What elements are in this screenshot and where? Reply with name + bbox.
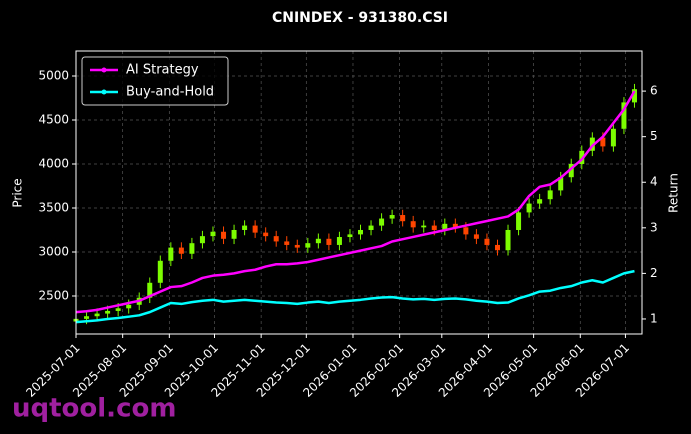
y2-tick-label: 5 (650, 129, 658, 143)
legend-marker (101, 89, 107, 95)
candle-body (600, 137, 606, 147)
candle-body (621, 102, 627, 129)
y2-tick-label: 3 (650, 220, 658, 234)
candle-body (547, 190, 553, 200)
y-axis-label: Price (11, 178, 25, 207)
candle-body (347, 234, 353, 238)
legend-box (81, 56, 229, 106)
candle-body (358, 229, 364, 235)
candle-body (610, 128, 616, 147)
candle-body (157, 260, 163, 283)
candle-body (252, 225, 258, 233)
legend-label: Buy-and-Hold (126, 85, 214, 100)
candle-body (199, 236, 205, 244)
y-tick-label: 4000 (38, 156, 69, 170)
candle-body (284, 241, 290, 245)
candle-body (210, 231, 216, 237)
candle-body (631, 89, 637, 103)
candle-body (421, 225, 427, 228)
candle-body (94, 313, 100, 317)
candle-body (336, 237, 342, 245)
candle-body (84, 316, 90, 319)
watermark: uqtool.com (12, 394, 176, 424)
y-tick-label: 3000 (38, 244, 69, 258)
candle-body (273, 236, 279, 242)
candle-body (221, 231, 227, 239)
candle-body (389, 215, 395, 219)
candle-body (147, 282, 153, 298)
y2-tick-label: 4 (650, 175, 658, 189)
line-series (75, 90, 636, 314)
candle-body (178, 247, 184, 254)
candle-body (537, 199, 543, 204)
candle-body (452, 223, 458, 228)
y-tick-label: 2500 (38, 288, 69, 302)
candle-body (115, 308, 121, 311)
candle-body (379, 218, 385, 226)
legend-label: AI Strategy (126, 63, 199, 78)
candle-body (326, 238, 332, 245)
candle-body (305, 243, 311, 248)
candle-body (368, 225, 374, 230)
candle-body (484, 238, 490, 245)
candle-body (168, 247, 174, 261)
candle-body (294, 244, 300, 248)
candle-body (579, 150, 585, 164)
candle-body (315, 238, 321, 244)
candle-body (400, 215, 406, 222)
candle-body (442, 223, 448, 230)
plot-area (73, 51, 642, 334)
candle-body (558, 177, 564, 191)
candle-body (463, 227, 469, 235)
y-tick-label: 5000 (38, 68, 69, 82)
line-series (75, 269, 635, 324)
plot-frame (75, 50, 643, 335)
candle-body (105, 310, 111, 314)
y-tick-label: 3500 (38, 200, 69, 214)
candle-body (189, 243, 195, 254)
candle-body (505, 229, 511, 251)
y-tick-label: 4500 (38, 112, 69, 126)
candle-body (473, 234, 479, 239)
candle-body (263, 232, 269, 237)
candle-body (126, 304, 132, 309)
candle-body (410, 221, 416, 228)
legend-marker (101, 67, 107, 73)
y2-tick-label: 1 (650, 311, 658, 325)
candle-body (231, 229, 237, 239)
candle-body (526, 203, 532, 213)
candle-body (568, 163, 574, 178)
y2-tick-label: 6 (650, 84, 658, 98)
candle-body (516, 212, 522, 230)
y2-tick-label: 2 (650, 266, 658, 280)
candle-body (242, 225, 248, 230)
candle-body (431, 225, 437, 230)
candle-body (494, 244, 500, 251)
y2-axis-label: Return (667, 173, 681, 213)
chart-title: CNINDEX - 931380.CSI (272, 10, 448, 26)
